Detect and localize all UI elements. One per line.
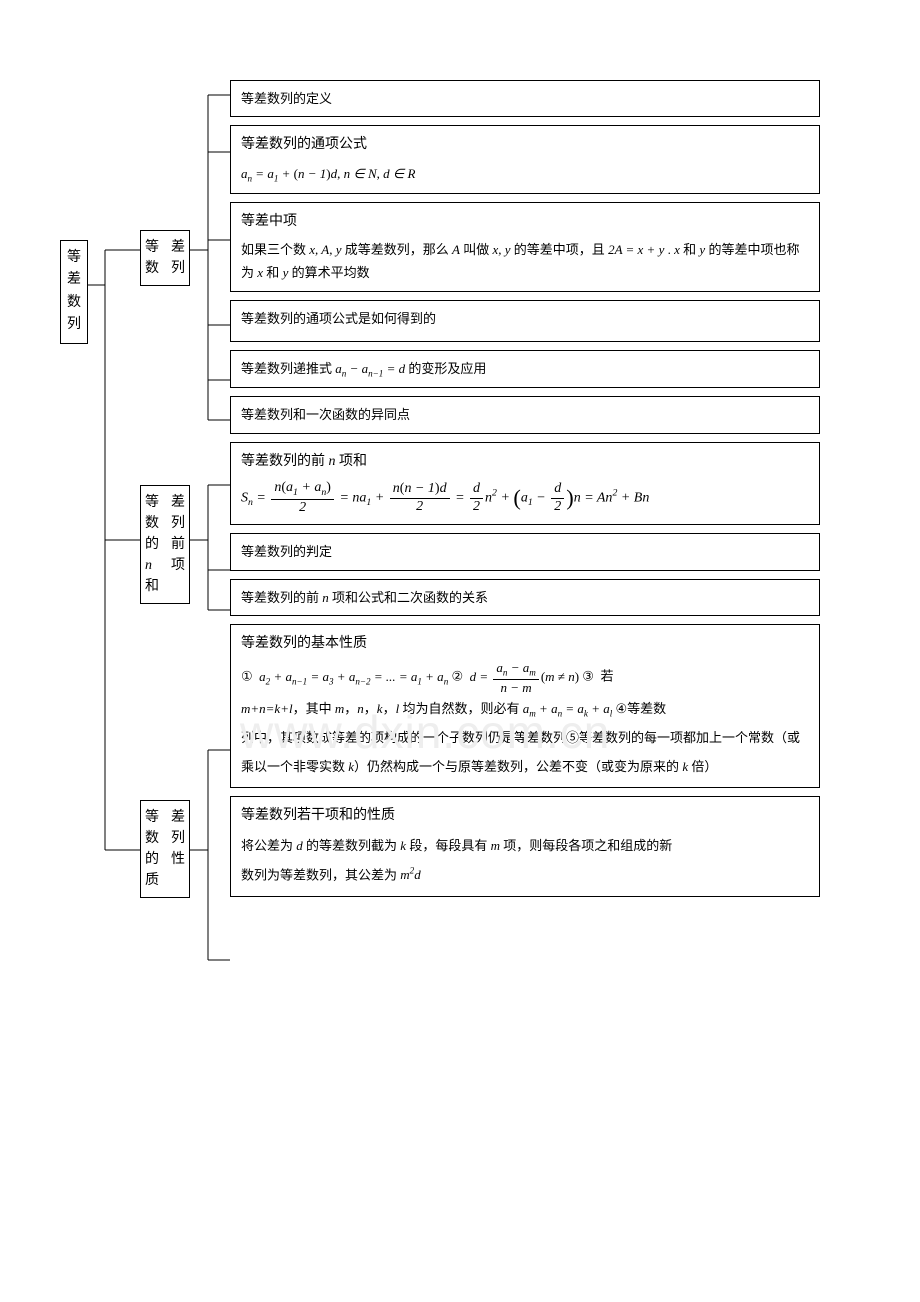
leaf-linear-fn: 等差数列和一次函数的异同点 <box>230 396 820 433</box>
leaf-sum-formula-title: 等差数列的前 n 项和 <box>241 449 809 474</box>
node-arithmetic-seq: 等差数列 <box>140 230 190 286</box>
leaf-arithmetic-mean: 等差中项 如果三个数 x, A, y 成等差数列，那么 A 叫做 x, y 的等… <box>230 202 820 292</box>
root-char-3: 数 <box>65 292 83 314</box>
watermark-text: www.dxin.com.cn <box>240 705 610 759</box>
tree-diagram: www.dxin.com.cn 等 差 数 列 等差数列 等 差 数 列 的 前… <box>60 80 880 905</box>
root-char-1: 等 <box>65 247 83 269</box>
leaf-arithmetic-mean-title: 等差中项 <box>241 209 809 234</box>
leaf-sum-formula: 等差数列的前 n 项和 Sn = n(a1 + an)2 = na1 + n(n… <box>230 442 820 526</box>
root-char-4: 列 <box>65 314 83 336</box>
leaf-definition: 等差数列的定义 <box>230 80 820 117</box>
leaf-how-derived-title: 等差数列的通项公式是如何得到的 <box>241 311 436 326</box>
leaf-how-derived: 等差数列的通项公式是如何得到的 <box>230 300 820 342</box>
leaf-arithmetic-mean-body: 如果三个数 x, A, y 成等差数列，那么 A 叫做 x, y 的等差中项，且… <box>241 238 809 285</box>
leaf-recurrence: 等差数列递推式 an − an−1 = d 的变形及应用 <box>230 350 820 389</box>
leaf-determination: 等差数列的判定 <box>230 533 820 570</box>
root-char-2: 差 <box>65 269 83 291</box>
leaf-definition-title: 等差数列的定义 <box>241 91 332 106</box>
leaf-basic-properties-title: 等差数列的基本性质 <box>241 631 809 656</box>
leaf-determination-title: 等差数列的判定 <box>241 544 332 559</box>
leaf-linear-fn-title: 等差数列和一次函数的异同点 <box>241 407 410 422</box>
node-properties: 等 差 数 列 的 性 质 <box>140 800 190 898</box>
leaf-quadratic-relation: 等差数列的前 n 项和公式和二次函数的关系 <box>230 579 820 616</box>
leaf-general-term: 等差数列的通项公式 an = a1 + (n − 1)d, n ∈ N, d ∈… <box>230 125 820 193</box>
leaf-sum-properties-body: 将公差为 d 的等差数列截为 k 段，每段具有 m 项，则每段各项之和组成的新 … <box>241 832 809 890</box>
leaf-general-term-formula: an = a1 + (n − 1)d, n ∈ N, d ∈ R <box>241 162 809 187</box>
leaf-sum-formula-body: Sn = n(a1 + an)2 = na1 + n(n − 1)d2 = d2… <box>241 478 809 518</box>
leaves-column: 等差数列的定义 等差数列的通项公式 an = a1 + (n − 1)d, n … <box>230 80 820 905</box>
root-node: 等 差 数 列 <box>60 240 88 344</box>
leaf-sum-properties-title: 等差数列若干项和的性质 <box>241 803 809 828</box>
leaf-sum-properties: 等差数列若干项和的性质 将公差为 d 的等差数列截为 k 段，每段具有 m 项，… <box>230 796 820 897</box>
leaf-general-term-title: 等差数列的通项公式 <box>241 132 809 157</box>
l2a-label: 等差数列 <box>145 240 185 276</box>
node-sum-first-n: 等 差 数 列 的 前 n 项 和 <box>140 485 190 604</box>
